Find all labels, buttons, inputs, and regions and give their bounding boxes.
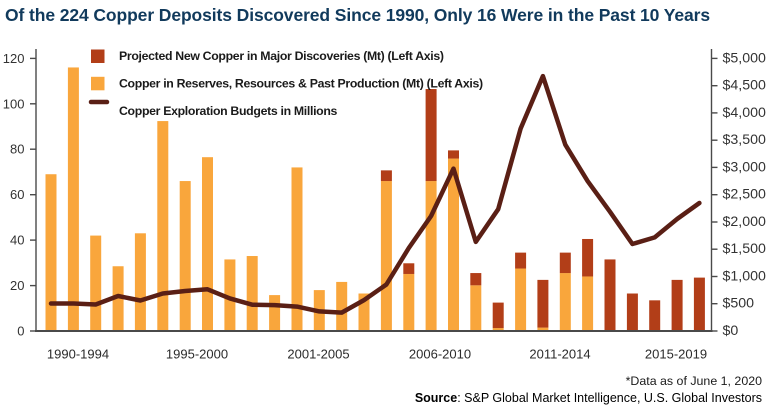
svg-text:40: 40	[10, 233, 24, 248]
svg-text:Copper in Reserves, Resources: Copper in Reserves, Resources & Past Pro…	[119, 77, 483, 91]
svg-text:Copper Exploration Budgets in: Copper Exploration Budgets in Millions	[119, 104, 338, 118]
svg-text:20: 20	[10, 278, 24, 293]
svg-text:Projected New Copper in Major: Projected New Copper in Major Discoverie…	[119, 49, 444, 63]
svg-text:2011-2014: 2011-2014	[529, 347, 590, 362]
svg-text:2006-2010: 2006-2010	[409, 347, 471, 362]
svg-text:$3,000: $3,000	[723, 159, 767, 175]
svg-text:120: 120	[3, 51, 25, 66]
svg-text:1990-1994: 1990-1994	[47, 347, 109, 362]
svg-text:2015-2019: 2015-2019	[645, 347, 707, 362]
svg-text:$4,500: $4,500	[723, 78, 767, 94]
svg-text:100: 100	[3, 96, 25, 111]
svg-text:$1,500: $1,500	[723, 241, 767, 257]
svg-text:60: 60	[10, 187, 24, 202]
svg-text:$0: $0	[723, 323, 739, 339]
svg-text:$4,000: $4,000	[723, 105, 767, 121]
svg-text:$2,500: $2,500	[723, 187, 767, 203]
svg-text:0: 0	[17, 324, 24, 339]
svg-text:1995-2000: 1995-2000	[166, 347, 228, 362]
svg-text:2001-2005: 2001-2005	[287, 347, 349, 362]
svg-text:$500: $500	[723, 296, 755, 312]
svg-text:$5,000: $5,000	[723, 50, 767, 66]
svg-text:$2,000: $2,000	[723, 214, 767, 230]
svg-text:$3,500: $3,500	[723, 132, 767, 148]
svg-text:$1,000: $1,000	[723, 269, 767, 285]
svg-text:80: 80	[10, 142, 24, 157]
